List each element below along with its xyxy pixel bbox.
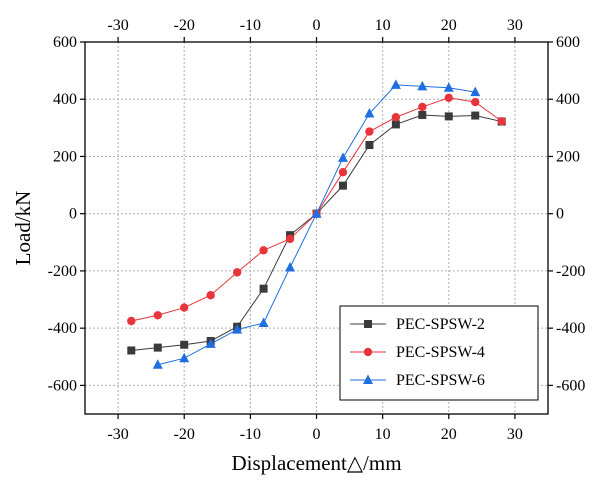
y-tick-label-left: 400 — [53, 91, 77, 108]
data-point — [180, 303, 189, 312]
data-point — [153, 343, 162, 352]
data-point — [232, 268, 242, 277]
series-pec-spsw-6 — [152, 79, 481, 369]
data-point — [391, 113, 401, 122]
y-tick-label-right: -400 — [556, 320, 585, 337]
x-tick-label-bottom: 20 — [441, 426, 457, 443]
y-tick-label-right: -600 — [556, 377, 585, 394]
x-axis-title: Displacement△/mm — [231, 451, 401, 475]
data-point — [205, 338, 216, 348]
legend-box — [339, 305, 539, 401]
y-tick-label-right: 0 — [556, 206, 564, 223]
data-point — [206, 291, 215, 300]
legend-swatch-marker — [364, 320, 372, 328]
series-layer — [127, 79, 506, 369]
legend-label: PEC-SPSW-6 — [396, 372, 485, 389]
y-tick-label-left: 0 — [69, 206, 77, 223]
y-tick-label-left: 600 — [53, 34, 77, 51]
x-tick-label-bottom: 10 — [375, 426, 391, 443]
x-tick-label-top: 0 — [313, 17, 321, 34]
data-point — [444, 112, 453, 121]
y-tick-label-left: -400 — [48, 320, 77, 337]
data-point — [365, 141, 374, 150]
data-point — [232, 324, 243, 334]
data-point — [285, 234, 295, 244]
y-tick-label-left: -600 — [48, 377, 77, 394]
x-tick-label-bottom: -20 — [174, 426, 195, 443]
data-point — [152, 359, 163, 369]
y-axis-title: Load/kN — [11, 191, 35, 266]
y-tick-label-right: -200 — [556, 263, 585, 280]
data-point — [390, 79, 401, 89]
x-tick-label-top: 20 — [441, 17, 457, 34]
y-tick-label-left: -200 — [48, 263, 77, 280]
data-point — [391, 120, 400, 129]
data-point — [364, 108, 375, 118]
data-point — [285, 261, 296, 272]
legend: PEC-SPSW-2 PEC-SPSW-4 PEC-SPSW-6 — [339, 305, 539, 401]
x-tick-label-top: 10 — [375, 17, 391, 34]
data-point — [444, 93, 453, 103]
x-tick-label-bottom: -30 — [107, 426, 128, 443]
data-point — [417, 80, 428, 91]
data-point — [365, 127, 374, 136]
data-point — [471, 97, 480, 107]
data-point — [179, 352, 190, 363]
data-point — [418, 110, 427, 119]
y-tick-label-right: 600 — [556, 34, 580, 51]
data-point — [338, 168, 348, 177]
data-point — [470, 86, 481, 97]
data-point — [180, 340, 189, 349]
data-point — [127, 346, 136, 355]
x-tick-label-top: -20 — [174, 17, 195, 34]
data-point — [311, 208, 322, 218]
x-tick-label-bottom: -10 — [240, 426, 261, 443]
legend-label: PEC-SPSW-4 — [396, 344, 485, 361]
data-point — [497, 117, 506, 126]
data-point — [127, 316, 136, 326]
data-point — [418, 102, 427, 112]
x-tick-label-bottom: 0 — [313, 426, 321, 443]
ticks: -30 -30 -20 -20 -10 -10 0 0 10 10 20 20 30 30 -600 -600… — [48, 17, 586, 443]
x-tick-label-top: -10 — [240, 17, 261, 34]
legend-label: PEC-SPSW-2 — [396, 316, 485, 333]
data-point — [259, 246, 268, 255]
data-point — [338, 181, 347, 190]
data-point — [471, 111, 480, 120]
y-tick-label-right: 400 — [556, 91, 580, 108]
data-point — [337, 152, 348, 162]
y-tick-label-right: 200 — [556, 148, 580, 165]
data-point — [259, 284, 268, 293]
legend-swatch-marker — [363, 374, 373, 384]
data-point — [153, 311, 162, 320]
x-tick-label-top: 30 — [507, 17, 523, 34]
x-tick-label-top: -30 — [107, 17, 128, 34]
y-tick-label-left: 200 — [53, 148, 77, 165]
data-point — [258, 317, 269, 328]
x-tick-label-bottom: 30 — [507, 426, 523, 443]
data-point — [443, 82, 454, 92]
legend-swatch-marker — [363, 347, 373, 357]
